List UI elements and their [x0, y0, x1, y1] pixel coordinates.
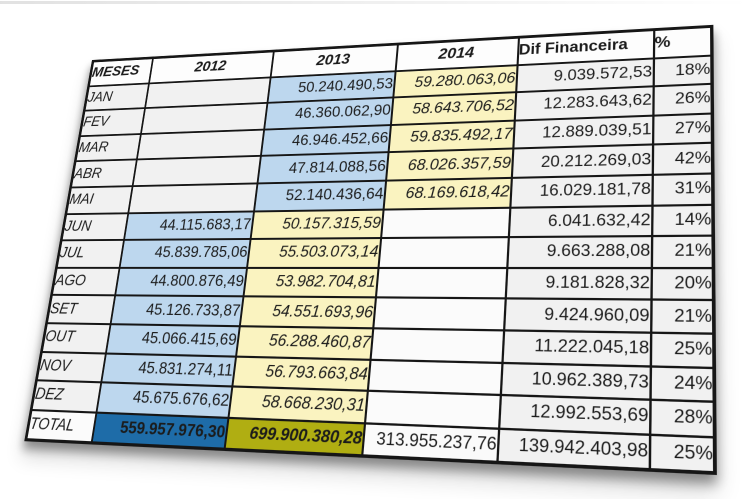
cell-2012: 45.839.785,06 [119, 239, 250, 268]
cell-meses: JUL [56, 240, 123, 268]
cell-dif: 16.029.181,78 [510, 175, 652, 208]
cell-pct: 28% [650, 400, 715, 437]
cell-2013: 46.946.452,66 [260, 125, 390, 156]
cell-pct: 26% [653, 84, 713, 115]
cell-2014 [375, 268, 506, 299]
cell-dif: 12.889.039,51 [513, 115, 653, 148]
cell-dif: 6.041.632,42 [508, 205, 652, 237]
cell-meses: DEZ [31, 380, 101, 412]
cell-2012: 44.800.876,49 [115, 268, 247, 297]
cell-pct: 27% [653, 113, 713, 145]
cell-pct: 21% [651, 300, 714, 334]
cell-2013: 50.157.315,59 [250, 209, 383, 239]
cell-2013-total: 699.900.380,28 [224, 418, 364, 457]
cell-2012 [128, 183, 257, 212]
cell-pct: 31% [652, 173, 713, 205]
cell-meses: AGO [52, 268, 120, 296]
cell-2014 [367, 359, 502, 395]
cell-pct: 20% [651, 268, 714, 301]
cell-2014 [365, 391, 501, 428]
financial-comparison-table: MESES 2012 2013 2014 Dif Financeira % JA… [24, 25, 717, 476]
cell-2012-total: 559.957.976,30 [91, 412, 228, 449]
cell-pct: 42% [652, 143, 713, 175]
cell-meses-total: TOTAL [26, 410, 96, 443]
top-edge-artifact [0, 1, 750, 4]
cell-pct: 14% [652, 204, 714, 236]
cell-meses: NOV [36, 352, 105, 383]
cell-2013: 52.140.436,64 [254, 181, 386, 211]
cell-dif: 9.181.828,32 [505, 268, 651, 300]
cell-dif: 10.962.389,73 [500, 362, 650, 399]
cell-2012 [132, 156, 260, 186]
cell-2013: 54.551.693,96 [239, 297, 375, 329]
cell-meses: MAR [75, 134, 140, 162]
cell-meses: JAN [84, 83, 148, 111]
cell-2014 [381, 207, 510, 238]
cell-2013: 53.982.704,81 [243, 268, 378, 298]
header-meses: MESES [89, 58, 153, 86]
perspective-wrapper: MESES 2012 2013 2014 Dif Financeira % JA… [24, 25, 713, 475]
header-percent: % [653, 26, 711, 58]
cell-2013: 47.814.088,56 [257, 153, 388, 184]
cell-dif: 20.212.269,03 [511, 145, 652, 178]
cell-2014 [373, 298, 505, 331]
cell-2013: 55.503.073,14 [247, 238, 381, 268]
cell-2012: 44.115.683,17 [124, 211, 254, 240]
cell-meses: OUT [42, 323, 111, 353]
cell-meses: MAI [66, 186, 132, 214]
cell-2013: 56.288.460,87 [236, 326, 373, 359]
cell-dif-total: 139.942.403,98 [497, 428, 650, 470]
cell-2012: 45.066.415,69 [106, 324, 240, 356]
cell-2014: 58.643.706,52 [390, 92, 515, 124]
cell-meses: JUN [61, 213, 128, 241]
cell-pct: 24% [650, 366, 715, 402]
cell-2012: 45.831.274,11 [101, 353, 236, 387]
cell-pct: 25% [650, 333, 714, 368]
cell-2012: 45.126.733,87 [110, 296, 243, 327]
cell-2014: 68.169.618,42 [383, 178, 511, 209]
page-background: MESES 2012 2013 2014 Dif Financeira % JA… [0, 0, 750, 499]
cell-2014: 59.835.492,17 [388, 120, 514, 152]
cell-2014: 68.026.357,59 [386, 149, 513, 181]
cell-2014 [370, 328, 504, 362]
cell-pct-total: 25% [649, 434, 715, 473]
cell-2013: 56.793.663,84 [232, 356, 370, 391]
row-jul: JUL 45.839.785,06 55.503.073,14 9.663.28… [56, 236, 713, 268]
cell-dif: 9.424.960,09 [504, 299, 651, 333]
cell-dif: 9.663.288,08 [507, 236, 652, 268]
cell-2014 [378, 237, 508, 267]
cell-meses: ABR [71, 160, 137, 188]
cell-2014-total: 313.955.237,76 [362, 423, 499, 463]
cell-dif: 11.222.045,18 [502, 330, 651, 366]
cell-pct: 21% [651, 236, 713, 268]
cell-meses: FEV [80, 108, 145, 136]
cell-2012 [136, 129, 263, 159]
cell-pct: 18% [653, 55, 712, 86]
cell-meses: SET [47, 295, 115, 324]
